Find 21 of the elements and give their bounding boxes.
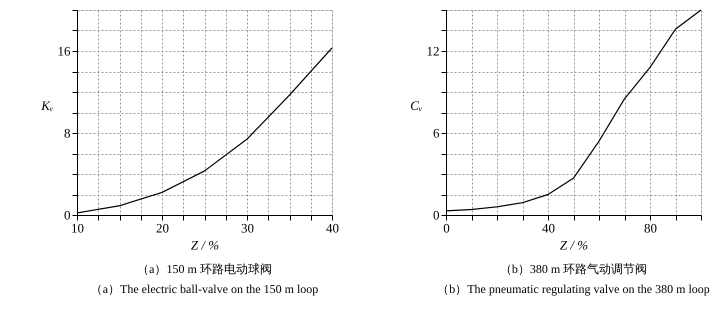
text: （b）380 m 环路气动调节阀 (500, 262, 648, 276)
x-tick-label: 40 (326, 220, 339, 236)
text: （a）150 m 环路电动球阀 (137, 262, 272, 276)
y-axis-title: Kᵥ (40, 98, 54, 113)
x-axis-title: Z / % (190, 238, 220, 252)
text: （a）The electric ball-valve on the 150 m loop (90, 282, 318, 296)
x-tick-label: 40 (542, 220, 555, 236)
text: （b）The pneumatic regulating valve on the 380 m loop (437, 282, 710, 296)
x-tick-label: 80 (644, 220, 657, 236)
y-tick-label: 12 (426, 44, 440, 58)
x-axis-title: Z / % (560, 238, 588, 252)
y-tick-label: 16 (58, 44, 71, 58)
x-tick-label: 30 (241, 220, 254, 236)
x-tick-label: 20 (156, 220, 169, 236)
y-tick-label: 0 (433, 208, 440, 222)
x-tick-label: 10 (71, 220, 84, 236)
y-tick-label: 8 (64, 126, 70, 140)
x-tick-label: 0 (443, 220, 450, 236)
y-tick-label: 0 (64, 208, 70, 222)
y-axis-title: Cᵥ (410, 98, 423, 113)
y-tick-label: 6 (433, 126, 440, 140)
